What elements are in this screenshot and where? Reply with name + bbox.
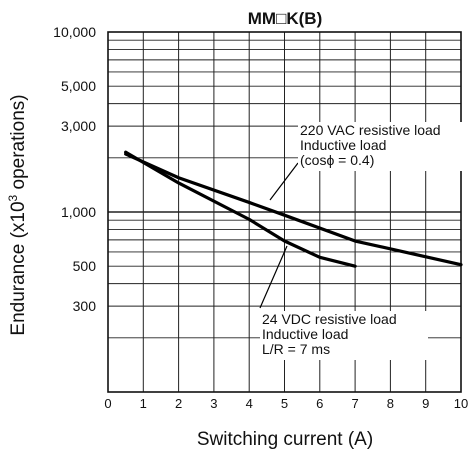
x-tick-label: 2 bbox=[175, 396, 182, 411]
annotation-background bbox=[260, 311, 428, 360]
x-tick-label: 9 bbox=[422, 396, 429, 411]
y-tick-label: 500 bbox=[73, 258, 97, 274]
annotation-text: (cosϕ = 0.4) bbox=[300, 152, 374, 168]
series-line-2 bbox=[124, 150, 357, 268]
y-tick-label: 10,000 bbox=[53, 24, 96, 40]
series-line-1 bbox=[124, 152, 463, 267]
x-tick-label: 0 bbox=[104, 396, 111, 411]
data-series bbox=[124, 150, 463, 268]
y-tick-label: 3,000 bbox=[61, 118, 96, 134]
x-tick-label: 4 bbox=[246, 396, 253, 411]
annotation-leaders bbox=[259, 162, 299, 309]
annotation-text: 220 VAC resistive load bbox=[300, 122, 441, 138]
y-tick-label: 300 bbox=[73, 298, 97, 314]
leader-line-ac bbox=[269, 162, 299, 201]
annotation-background bbox=[298, 122, 466, 171]
y-tick-label: 1,000 bbox=[61, 204, 96, 220]
leader-line-dc bbox=[259, 245, 288, 309]
x-tick-label: 10 bbox=[454, 396, 468, 411]
x-tick-label: 7 bbox=[351, 396, 358, 411]
x-tick-label: 1 bbox=[140, 396, 147, 411]
x-tick-label: 5 bbox=[281, 396, 288, 411]
chart-title: MM□K(B) bbox=[248, 9, 322, 28]
y-tick-label: 5,000 bbox=[61, 78, 96, 94]
annotation-text: Inductive load bbox=[300, 137, 386, 153]
annotation-text: Inductive load bbox=[262, 326, 348, 342]
x-tick-label: 3 bbox=[210, 396, 217, 411]
y-axis-label: Endurance (x103 operations) bbox=[6, 94, 29, 335]
plot-frame bbox=[107, 31, 462, 393]
x-tick-label: 6 bbox=[316, 396, 323, 411]
annotation-text: 24 VDC resistive load bbox=[262, 311, 397, 327]
annotation-text: L/R = 7 ms bbox=[262, 341, 330, 357]
x-tick-label: 8 bbox=[387, 396, 394, 411]
x-axis-label: Switching current (A) bbox=[197, 429, 373, 450]
x-tick-labels: 0 1 2 3 4 5 6 7 8 9 10 bbox=[104, 396, 468, 411]
y-tick-labels: 10,000 5,000 3,000 1,000 500 300 bbox=[53, 24, 96, 314]
